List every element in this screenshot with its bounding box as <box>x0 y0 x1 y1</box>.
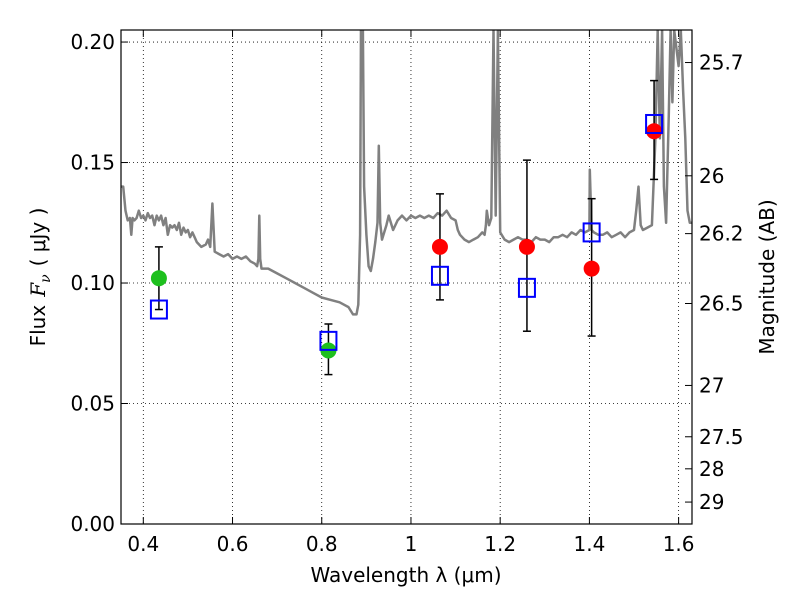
y-tick-label: 0.00 <box>70 512 115 536</box>
x-tick-label: 1.4 <box>573 532 605 556</box>
plot-frame <box>120 29 693 525</box>
model-square-point <box>582 222 601 243</box>
y-tick-label: 0.15 <box>70 151 115 175</box>
y-axis-title-subscript: ν <box>38 274 54 283</box>
y2-tick-label: 28 <box>699 457 724 481</box>
x-tick-label: 1.6 <box>663 532 695 556</box>
model-square-point <box>645 113 664 134</box>
y2-tick-label: 29 <box>699 490 724 514</box>
red-data-point <box>583 260 600 277</box>
red-data-point <box>646 123 663 140</box>
plot-background <box>121 30 692 524</box>
model-square-point <box>517 277 536 298</box>
model-square-point <box>430 265 449 286</box>
y2-tick-label: 26 <box>699 164 724 188</box>
x-tick-label: 0.4 <box>127 532 159 556</box>
y2-tick-label: 25.7 <box>699 51 744 75</box>
x-tick-label: 0.8 <box>306 532 338 556</box>
y-tick-label: 0.10 <box>70 271 115 295</box>
y2-tick-label: 26.2 <box>699 222 744 246</box>
y-axis-title-prefix: Flux <box>26 305 50 347</box>
x-tick-label: 1.2 <box>484 532 516 556</box>
red-data-point <box>518 238 535 255</box>
y2-tick-label: 27.5 <box>699 425 744 449</box>
spectrum-line <box>121 30 692 316</box>
x-axis-title: Wavelength λ (μm) <box>310 563 501 587</box>
y-axis-title-unit: ( μJy ) <box>26 208 50 267</box>
model-square-point <box>319 330 338 351</box>
green-data-point <box>150 270 167 287</box>
y-axis-title: Flux Fν ( μJy ) <box>26 208 54 347</box>
x-tick-label: 1 <box>405 532 418 556</box>
y-tick-label: 0.05 <box>70 392 115 416</box>
y2-tick-label: 27 <box>699 373 724 397</box>
y2-axis-title: Magnitude (AB) <box>755 199 779 354</box>
red-data-point <box>431 238 448 255</box>
data-layer <box>121 30 692 376</box>
model-square-point <box>149 299 168 320</box>
y-axis-title-symbol: F <box>26 282 50 298</box>
ticks: 0.4 0.6 0.8 1 1.2 1.4 1.6 0.00 0.05 0.10 0.15 0.20 2… <box>70 30 744 556</box>
x-tick-label: 0.6 <box>217 532 249 556</box>
y-tick-label: 0.20 <box>70 30 115 54</box>
y2-tick-label: 26.5 <box>699 292 744 316</box>
